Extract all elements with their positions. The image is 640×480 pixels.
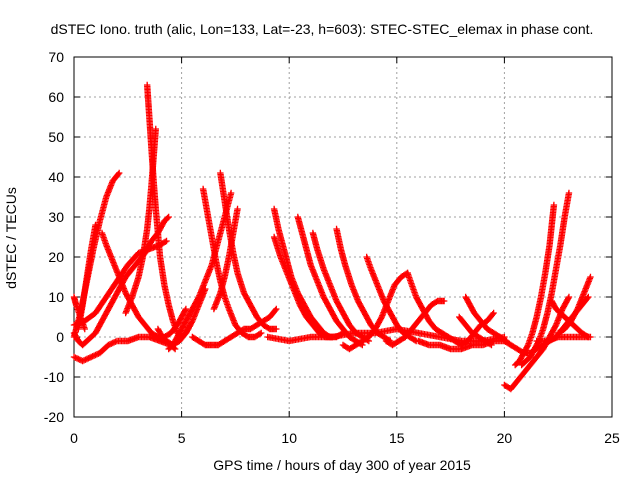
data-point: [90, 352, 98, 359]
data-point: [76, 356, 83, 363]
data-point: [86, 354, 93, 361]
data-point: [112, 338, 119, 345]
data-point: [552, 323, 559, 330]
data-point: [573, 307, 581, 314]
data-series: [456, 313, 495, 349]
data-point: [92, 221, 99, 229]
data-point: [273, 305, 280, 313]
y-tick-label: -20: [44, 409, 64, 425]
data-series: [270, 233, 336, 341]
data-series: [511, 201, 558, 369]
data-point: [227, 189, 235, 197]
x-tick-label: 25: [604, 430, 620, 446]
data-point: [108, 340, 115, 347]
data-point: [489, 310, 496, 318]
data-point: [110, 339, 118, 346]
data-point: [587, 333, 594, 341]
y-tick-label: 40: [48, 169, 64, 185]
x-tick-label: 10: [281, 430, 297, 446]
data-point: [83, 355, 91, 363]
y-tick-label: 0: [56, 329, 64, 345]
data-point: [194, 295, 202, 302]
data-point: [81, 325, 88, 333]
data-point: [565, 189, 573, 197]
data-points: [70, 81, 594, 393]
x-axis-label: GPS time / hours of day 300 of year 2015: [213, 457, 471, 473]
data-point: [584, 294, 591, 302]
data-point: [79, 357, 86, 365]
y-tick-label: 30: [48, 209, 64, 225]
data-point: [109, 339, 116, 347]
data-series: [210, 205, 241, 313]
data-point: [163, 237, 170, 245]
data-series: [533, 333, 594, 345]
data-point: [105, 341, 112, 349]
data-series: [154, 285, 209, 349]
x-tick-label: 0: [70, 430, 78, 446]
data-point: [524, 343, 531, 350]
data-point: [85, 355, 92, 362]
x-tick-label: 15: [389, 430, 405, 446]
y-tick-label: 20: [48, 249, 64, 265]
data-point: [115, 170, 122, 178]
data-point: [88, 353, 95, 361]
data-point: [75, 355, 82, 363]
data-series: [404, 269, 465, 349]
data-point: [73, 355, 81, 362]
data-point: [550, 201, 558, 209]
data-point: [565, 295, 572, 302]
data-point: [258, 329, 265, 337]
data-point: [273, 325, 280, 333]
data-point: [440, 297, 448, 305]
data-point: [171, 345, 179, 353]
data-point: [182, 305, 190, 313]
axis-ticks: 0 5 10 15 20 25 -20 -10 0 10 20 30 40 50 60 70: [44, 49, 620, 446]
data-series: [189, 305, 280, 349]
data-point: [82, 356, 89, 363]
data-series: [122, 125, 159, 317]
data-point: [488, 341, 495, 349]
data-point: [89, 353, 96, 360]
data-series: [217, 169, 280, 333]
data-series: [555, 273, 594, 337]
y-tick-label: 10: [48, 289, 64, 305]
data-point: [92, 351, 99, 359]
data-point: [210, 305, 218, 313]
y-tick-label: 50: [48, 129, 64, 145]
data-point: [256, 330, 264, 337]
data-series: [199, 185, 265, 341]
data-point: [486, 341, 494, 348]
data-point: [490, 309, 497, 317]
data-point: [411, 337, 419, 344]
y-tick-label: 70: [48, 49, 64, 65]
y-axis-label: dSTEC / TECUs: [3, 187, 19, 289]
data-point: [164, 214, 171, 222]
plot-frame: [73, 56, 613, 418]
data-point: [188, 319, 195, 326]
data-point: [122, 309, 129, 317]
chart-title: dSTEC Iono. truth (alic, Lon=133, Lat=-2…: [51, 21, 594, 37]
x-tick-label: 5: [178, 430, 186, 446]
data-point: [162, 238, 169, 245]
data-point: [587, 273, 594, 281]
data-point: [165, 213, 172, 221]
x-tick-label: 20: [497, 430, 513, 446]
data-point: [70, 353, 78, 361]
data-series: [458, 309, 497, 349]
data-point: [93, 351, 101, 358]
data-point: [115, 169, 123, 177]
data-point: [585, 293, 592, 301]
y-tick-label: -10: [44, 369, 64, 385]
data-point: [181, 307, 189, 314]
data-point: [377, 315, 385, 322]
data-point: [106, 341, 114, 348]
grid: [74, 57, 612, 417]
data-point: [272, 306, 279, 314]
y-tick-label: 60: [48, 89, 64, 105]
data-point: [72, 354, 79, 361]
data-point: [565, 293, 573, 301]
data-point: [80, 357, 88, 364]
